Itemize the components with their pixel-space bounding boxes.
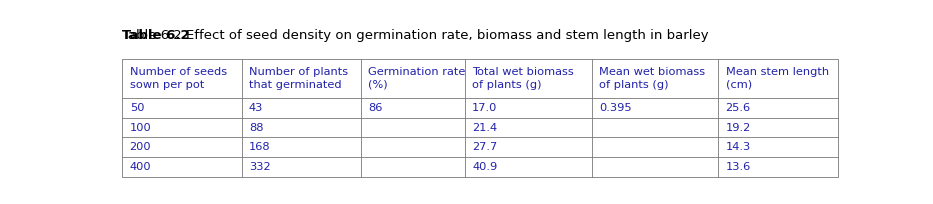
- Text: Table 6.2: Table 6.2: [122, 29, 190, 42]
- Text: Number of plants
that germinated: Number of plants that germinated: [249, 67, 348, 90]
- Text: 14.3: 14.3: [726, 142, 751, 152]
- Text: 40.9: 40.9: [472, 162, 497, 172]
- Text: 17.0: 17.0: [472, 103, 497, 113]
- Text: 86: 86: [368, 103, 383, 113]
- Text: 27.7: 27.7: [472, 142, 497, 152]
- Text: 332: 332: [249, 162, 271, 172]
- Text: 168: 168: [249, 142, 271, 152]
- Text: 200: 200: [130, 142, 151, 152]
- Text: Number of seeds
sown per pot: Number of seeds sown per pot: [130, 67, 227, 90]
- Text: Total wet biomass
of plants (g): Total wet biomass of plants (g): [472, 67, 574, 90]
- Text: 21.4: 21.4: [472, 123, 497, 133]
- Text: 25.6: 25.6: [726, 103, 751, 113]
- Text: 0.395: 0.395: [599, 103, 632, 113]
- Bar: [122, 59, 838, 177]
- Text: 400: 400: [130, 162, 151, 172]
- Text: 88: 88: [249, 123, 263, 133]
- Text: 50: 50: [130, 103, 144, 113]
- Text: 13.6: 13.6: [726, 162, 751, 172]
- Text: Table 6.2 Effect of seed density on germination rate, biomass and stem length in: Table 6.2 Effect of seed density on germ…: [122, 29, 709, 42]
- Text: 43: 43: [249, 103, 263, 113]
- Text: Mean wet biomass
of plants (g): Mean wet biomass of plants (g): [599, 67, 705, 90]
- Text: 100: 100: [130, 123, 151, 133]
- Text: Germination rate
(%): Germination rate (%): [368, 67, 466, 90]
- Text: Mean stem length
(cm): Mean stem length (cm): [726, 67, 829, 90]
- Text: 19.2: 19.2: [726, 123, 751, 133]
